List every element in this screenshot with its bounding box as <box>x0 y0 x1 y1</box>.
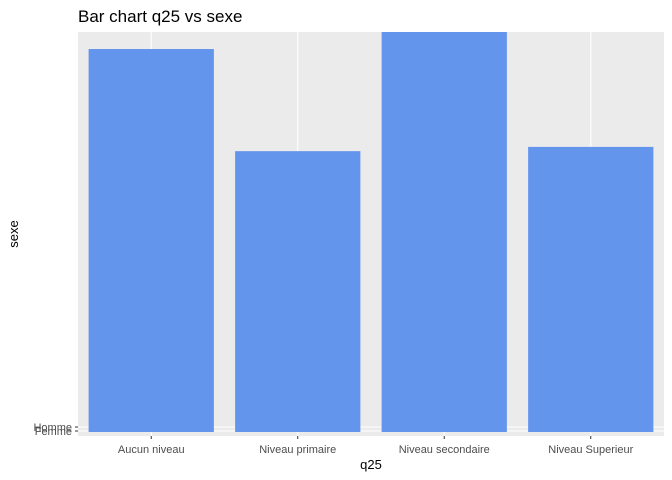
x-axis-ticks: Aucun niveau Niveau primaire Niveau second… <box>118 436 634 456</box>
y-tick-label: Femme <box>35 426 72 438</box>
chart-title: Bar chart q25 vs sexe <box>78 7 242 26</box>
y-axis-title: sexe <box>6 220 21 247</box>
bar <box>88 49 214 433</box>
bar <box>528 146 654 432</box>
bar <box>381 32 507 432</box>
x-tick-label: Niveau primaire <box>259 444 336 456</box>
x-tick-label: Aucun niveau <box>118 444 185 456</box>
y-tick-label: Homme <box>33 422 72 434</box>
x-tick-label: Niveau Superieur <box>548 444 633 456</box>
bar <box>235 151 361 433</box>
x-tick-label: Niveau secondaire <box>399 444 490 456</box>
x-axis-title: q25 <box>360 457 382 472</box>
bars <box>88 32 654 433</box>
